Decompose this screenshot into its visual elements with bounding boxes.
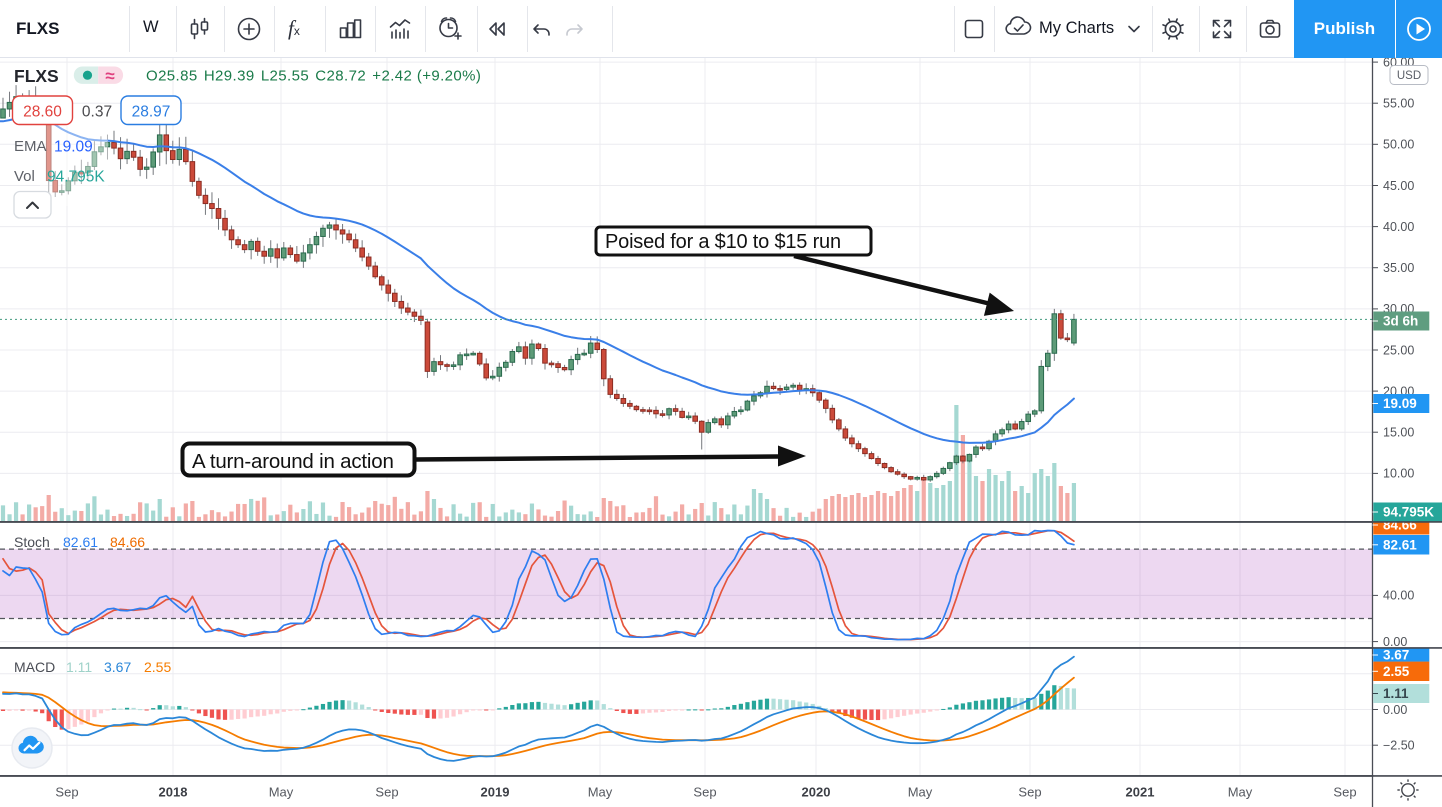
svg-text:Sep: Sep <box>1018 785 1041 800</box>
svg-text:55.00: 55.00 <box>1383 97 1414 111</box>
svg-text:Sep: Sep <box>1333 785 1356 800</box>
svg-text:May: May <box>908 785 933 800</box>
svg-text:40.00: 40.00 <box>1383 589 1414 603</box>
svg-text:3.67: 3.67 <box>104 659 131 675</box>
svg-text:2020: 2020 <box>802 785 831 800</box>
svg-text:28.60: 28.60 <box>23 104 62 121</box>
svg-text:Sep: Sep <box>693 785 716 800</box>
svg-text:−2.50: −2.50 <box>1383 739 1415 753</box>
svg-text:3d 6h: 3d 6h <box>1383 314 1418 329</box>
svg-text:25.00: 25.00 <box>1383 343 1414 357</box>
svg-text:Stoch: Stoch <box>14 534 50 550</box>
svg-text:19.09: 19.09 <box>1383 396 1417 411</box>
svg-text:Poised for a $10 to $15 run: Poised for a $10 to $15 run <box>605 231 841 253</box>
svg-text:0.00: 0.00 <box>1383 703 1407 717</box>
svg-text:40.00: 40.00 <box>1383 220 1414 234</box>
svg-text:82.61: 82.61 <box>1383 537 1417 552</box>
svg-text:USD: USD <box>1397 70 1421 82</box>
svg-text:EMA: EMA <box>14 138 47 155</box>
svg-text:3.67: 3.67 <box>1383 648 1409 663</box>
svg-text:50.00: 50.00 <box>1383 138 1414 152</box>
svg-text:2.55: 2.55 <box>144 659 171 675</box>
svg-text:A turn-around in action: A turn-around in action <box>192 450 394 473</box>
svg-text:19.09: 19.09 <box>54 139 93 156</box>
svg-text:Sep: Sep <box>375 785 398 800</box>
svg-text:FLXS: FLXS <box>14 66 59 86</box>
svg-text:82.61: 82.61 <box>63 534 98 550</box>
svg-text:35.00: 35.00 <box>1383 261 1414 275</box>
svg-text:10.00: 10.00 <box>1383 467 1414 481</box>
svg-text:94.795K: 94.795K <box>1383 505 1434 520</box>
svg-text:Sep: Sep <box>55 785 78 800</box>
svg-text:2021: 2021 <box>1126 785 1155 800</box>
svg-text:May: May <box>588 785 613 800</box>
svg-text:45.00: 45.00 <box>1383 179 1414 193</box>
svg-text:May: May <box>269 785 294 800</box>
svg-text:May: May <box>1228 785 1253 800</box>
svg-text:MACD: MACD <box>14 659 55 675</box>
svg-text:2.55: 2.55 <box>1383 664 1410 679</box>
svg-text:Vol: Vol <box>14 168 35 185</box>
svg-text:2018: 2018 <box>159 785 188 800</box>
svg-text:0.37: 0.37 <box>82 104 112 121</box>
svg-text:84.66: 84.66 <box>110 534 145 550</box>
svg-text:1.11: 1.11 <box>66 659 92 675</box>
svg-text:94.795K: 94.795K <box>47 169 105 186</box>
svg-text:≈: ≈ <box>105 67 114 86</box>
svg-text:O25.85 H29.39 L25.55 C28.72: O25.85 H29.39 L25.55 C28.72 +2.42 (+9.20… <box>146 68 481 85</box>
svg-text:0.00: 0.00 <box>1383 635 1407 649</box>
svg-text:15.00: 15.00 <box>1383 426 1414 440</box>
svg-text:60.00: 60.00 <box>1383 58 1414 69</box>
svg-text:28.97: 28.97 <box>132 104 171 121</box>
svg-text:1.11: 1.11 <box>1383 686 1409 701</box>
svg-text:2019: 2019 <box>481 785 510 800</box>
